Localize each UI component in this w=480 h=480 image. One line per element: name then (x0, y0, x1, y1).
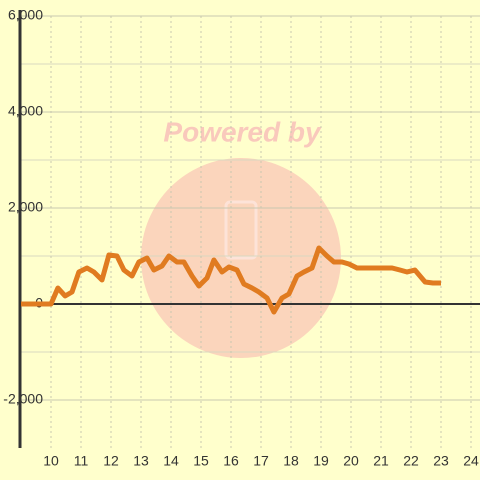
y-tick-label: 4,000 (8, 103, 43, 119)
x-tick-label: 22 (403, 453, 419, 469)
x-tick-label: 11 (74, 453, 89, 469)
watermark-icon (224, 200, 258, 260)
watermark-text: Powered by (163, 116, 322, 147)
x-tick-label: 12 (103, 453, 119, 469)
x-tick-label: 24 (463, 453, 479, 469)
x-tick-label: 15 (193, 453, 209, 469)
y-tick-label: -2,000 (3, 391, 43, 407)
y-tick-label: 6,000 (8, 7, 43, 23)
x-tick-label: 21 (373, 453, 389, 469)
x-tick-label: 10 (43, 453, 59, 469)
y-tick-label: 2,000 (8, 199, 43, 215)
x-tick-label: 18 (283, 453, 299, 469)
x-tick-label: 16 (223, 453, 239, 469)
x-tick-label: 23 (433, 453, 449, 469)
data-line (21, 245, 441, 315)
x-tick-label: 17 (253, 453, 269, 469)
x-tick-label: 20 (343, 453, 359, 469)
x-tick-label: 13 (133, 453, 149, 469)
x-tick-label: 19 (313, 453, 329, 469)
x-tick-label: 14 (163, 453, 179, 469)
